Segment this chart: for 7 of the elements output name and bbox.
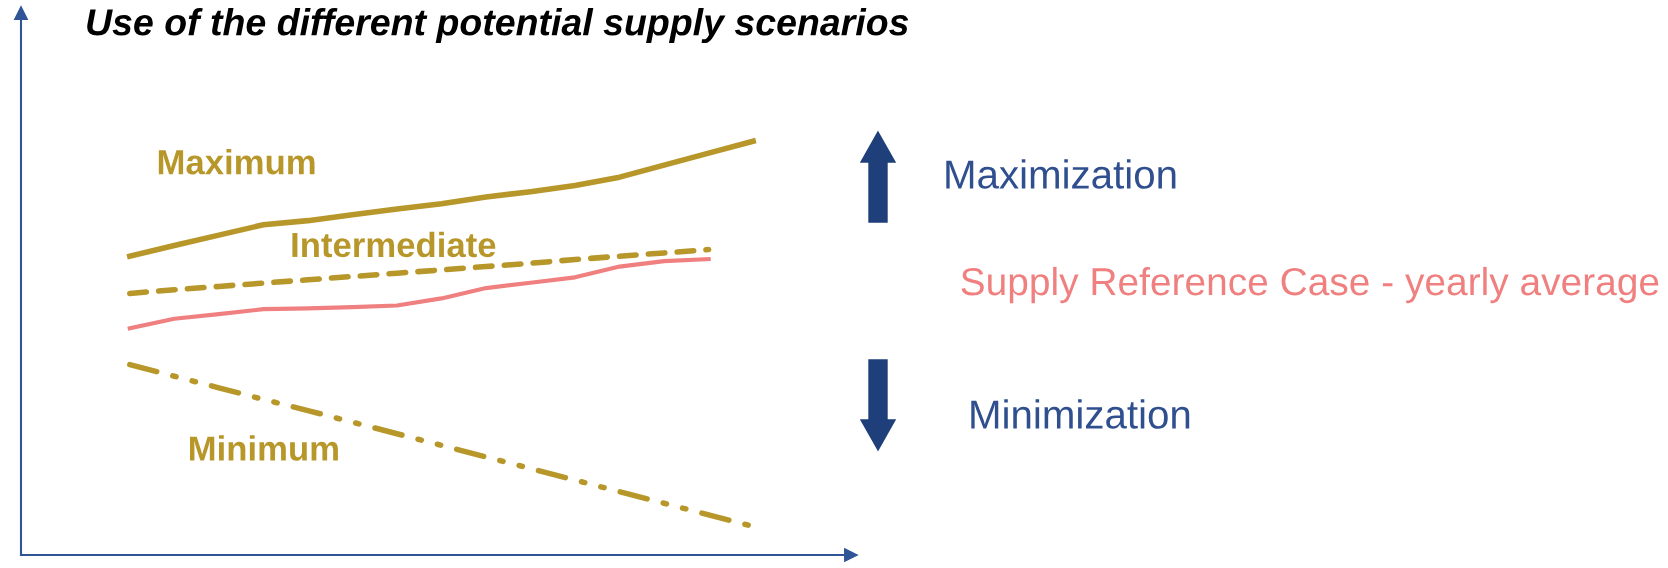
- text: Supply Reference Case - yearly average: [961, 266, 1659, 304]
- chart-title: Use of the different potential supply scenarios: [87, 8, 909, 43]
- series-label: Minimum: [189, 435, 338, 461]
- series-label: Maximum: [158, 149, 315, 175]
- text: Maximization: [946, 159, 1176, 189]
- text: Minimization: [971, 399, 1190, 429]
- series-label: Intermediate: [292, 231, 496, 258]
